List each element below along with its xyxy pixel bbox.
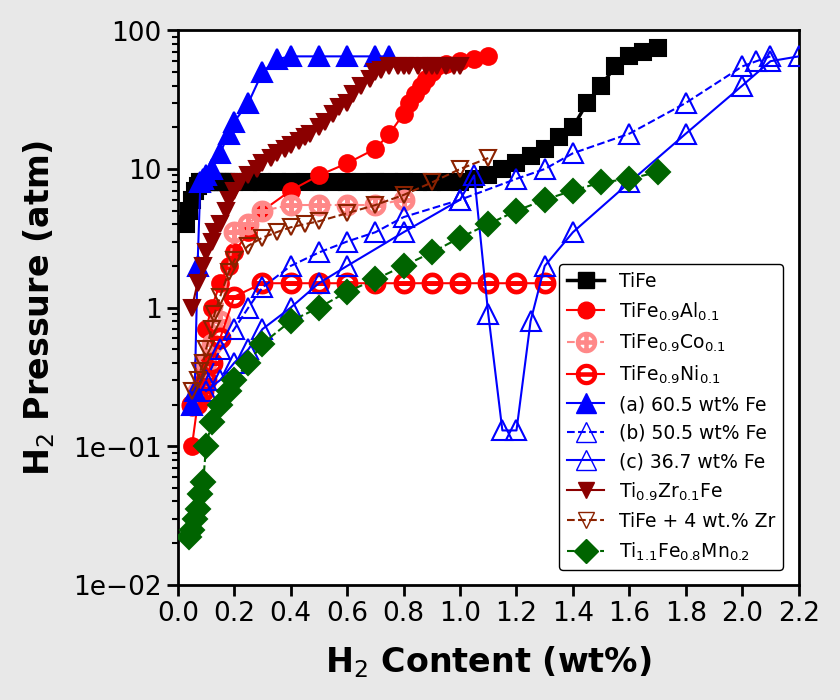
X-axis label: H$_2$ Content (wt%): H$_2$ Content (wt%) [325, 643, 651, 679]
Y-axis label: H$_2$ Pressure (atm): H$_2$ Pressure (atm) [21, 140, 56, 476]
Legend: TiFe, TiFe$_{0.9}$Al$_{0.1}$, TiFe$_{0.9}$Co$_{0.1}$, TiFe$_{0.9}$Ni$_{0.1}$, (a: TiFe, TiFe$_{0.9}$Al$_{0.1}$, TiFe$_{0.9… [559, 265, 783, 570]
